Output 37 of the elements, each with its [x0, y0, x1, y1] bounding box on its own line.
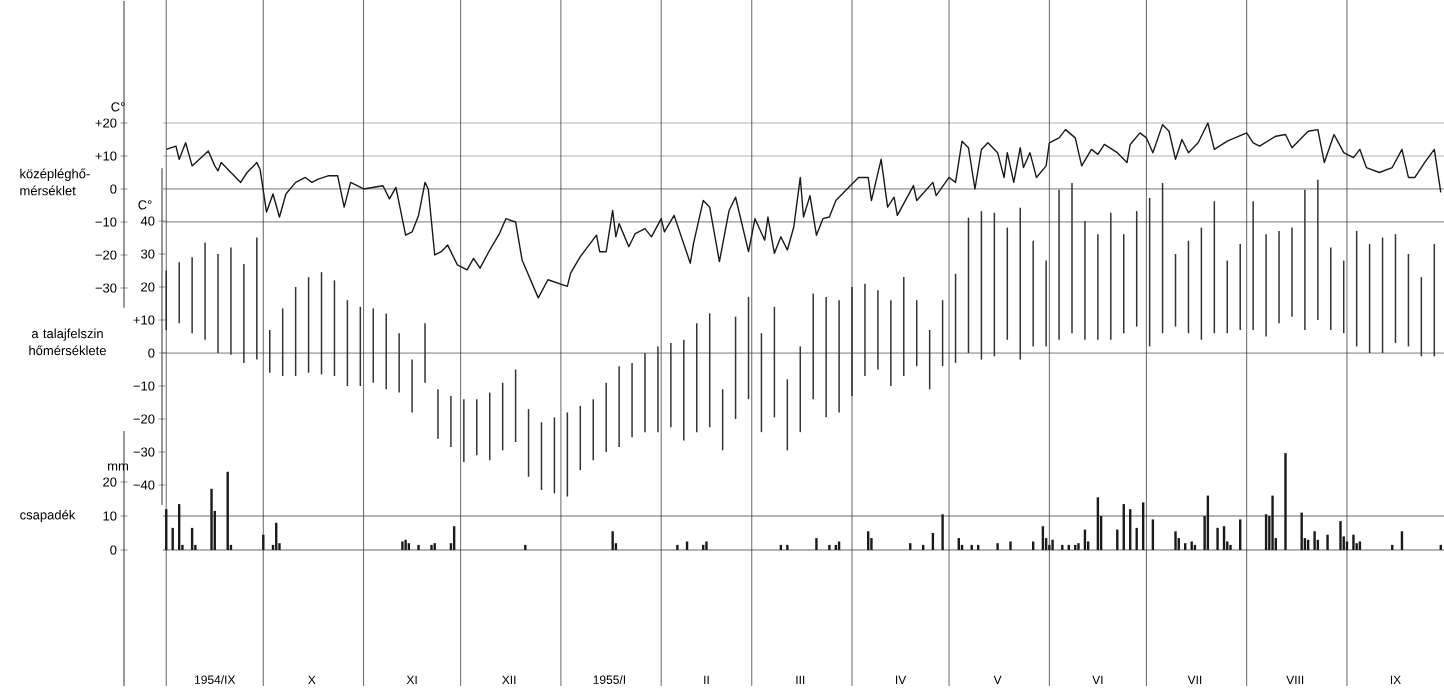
x-tick-label: X	[308, 675, 316, 684]
y-tick-label: −20	[95, 250, 117, 260]
y-tick-label: +20	[95, 118, 117, 128]
y-tick-label: +10	[95, 151, 117, 161]
y-tick-label: −30	[133, 447, 155, 457]
y-axis-title: a talajfelszin hőmérséklete	[29, 328, 106, 356]
y-tick-label: 10	[103, 511, 117, 521]
x-tick-label: II	[704, 675, 709, 684]
y-tick-label: 0	[110, 545, 117, 555]
text: C°	[111, 102, 125, 112]
x-tick-label: XII	[502, 675, 516, 684]
x-tick-label: 1954/IX	[194, 675, 236, 684]
y-tick-label: 20	[103, 477, 117, 487]
y-axis-title: csapadék	[20, 509, 76, 523]
x-tick-label: VII	[1187, 675, 1202, 684]
x-tick-label: VI	[1092, 675, 1103, 684]
x-tick-label: IV	[896, 675, 907, 684]
y-tick-label: 0	[110, 184, 117, 194]
x-tick-label: III	[796, 675, 805, 684]
y-tick-label: −40	[133, 480, 155, 490]
y-tick-label: 20	[141, 282, 155, 292]
y-tick-label: 0	[148, 348, 155, 358]
y-tick-label: 30	[141, 249, 155, 259]
x-tick-label: V	[993, 675, 1002, 684]
x-tick-label: IX	[1390, 675, 1401, 684]
y-tick-label: −10	[133, 381, 155, 391]
x-tick-label: XI	[406, 675, 417, 684]
y-tick-label: −10	[95, 217, 117, 227]
y-tick-label: 40	[140, 216, 155, 226]
x-tick-label: 1955/I	[593, 675, 625, 684]
y-tick-label: −20	[133, 414, 155, 424]
y-tick-label: +10	[133, 315, 155, 325]
text: C°	[138, 200, 152, 210]
text: mm	[108, 463, 128, 471]
y-tick-label: −30	[95, 283, 117, 293]
y-axis-title: középléghő-mérséklet	[20, 168, 90, 196]
x-tick-label: VIII	[1286, 675, 1304, 684]
